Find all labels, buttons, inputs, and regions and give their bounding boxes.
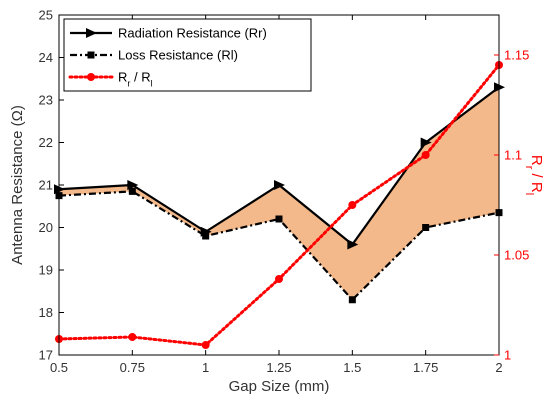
data-point-square xyxy=(422,224,430,231)
legend-label: Loss Resistance (Rl) xyxy=(118,48,238,63)
y-left-tick-label: 23 xyxy=(39,93,53,108)
y-axis-left-ticks: 17 18 19 20 21 22 23 24 25 xyxy=(39,8,64,363)
data-point-triangle xyxy=(274,180,285,190)
fill-between-area xyxy=(59,87,499,300)
data-point-square xyxy=(275,215,283,223)
x-tick-label: 1.25 xyxy=(266,360,291,375)
data-point-square xyxy=(87,51,95,59)
data-point-square xyxy=(202,232,210,240)
data-point-circle xyxy=(201,341,210,349)
y-left-tick-label: 25 xyxy=(39,8,53,23)
data-point-circle xyxy=(87,73,95,81)
data-point-square xyxy=(348,296,356,304)
data-point-circle xyxy=(128,333,137,341)
data-point-triangle xyxy=(127,180,139,190)
y-left-tick-label: 18 xyxy=(39,305,53,320)
x-tick-label: 1 xyxy=(202,360,209,375)
series-layer xyxy=(54,61,505,349)
legend-label: Radiation Resistance (Rr) xyxy=(118,26,267,41)
legend-entry: Rr / Rl xyxy=(68,70,153,89)
x-tick-label: 0.75 xyxy=(120,360,145,375)
legend-label: Rr / Rl xyxy=(118,70,153,89)
data-point-circle xyxy=(275,275,283,283)
data-point-triangle xyxy=(86,28,97,38)
data-point-triangle xyxy=(347,239,359,250)
y-right-tick-label: 1.05 xyxy=(504,248,529,263)
legend-entry: Radiation Resistance (Rr) xyxy=(70,26,267,41)
x-tick-label: 1.5 xyxy=(343,360,361,375)
x-tick-label: 1.75 xyxy=(413,360,438,375)
data-point-circle xyxy=(348,201,357,209)
y-left-tick-label: 19 xyxy=(39,263,53,278)
y-right-tick-label: 1 xyxy=(504,348,511,363)
data-point-triangle xyxy=(420,137,432,148)
y-axis-left-label: Antenna Resistance (Ω) xyxy=(9,105,26,265)
fill-between-region xyxy=(59,87,499,300)
y-left-tick-label: 20 xyxy=(39,220,53,235)
y-axis-right-ticks: 1 1.05 1.1 1.15 xyxy=(494,48,529,363)
x-axis-label: Gap Size (mm) xyxy=(229,378,330,395)
y-left-tick-label: 24 xyxy=(39,50,53,65)
y-right-tick-label: 1.1 xyxy=(504,148,522,163)
y-axis-right-label: Rr / Rl xyxy=(523,155,545,195)
y-left-tick-label: 21 xyxy=(39,178,53,193)
y-left-tick-label: 22 xyxy=(39,135,53,150)
x-tick-label: 2 xyxy=(495,360,502,375)
y-right-tick-label: 1.15 xyxy=(504,48,529,63)
data-point-square xyxy=(128,187,136,195)
y-left-tick-label: 17 xyxy=(39,348,53,363)
x-axis-ticks: 0.5 0.75 1 1.25 1.5 1.75 2 xyxy=(50,15,503,375)
legend-entry: Loss Resistance (Rl) xyxy=(70,48,238,63)
x-tick-label: 0.5 xyxy=(50,360,68,375)
legend: Radiation Resistance (Rr) Loss Resistance… xyxy=(63,18,312,92)
data-point-triangle xyxy=(200,226,212,237)
data-point-circle xyxy=(421,151,430,159)
